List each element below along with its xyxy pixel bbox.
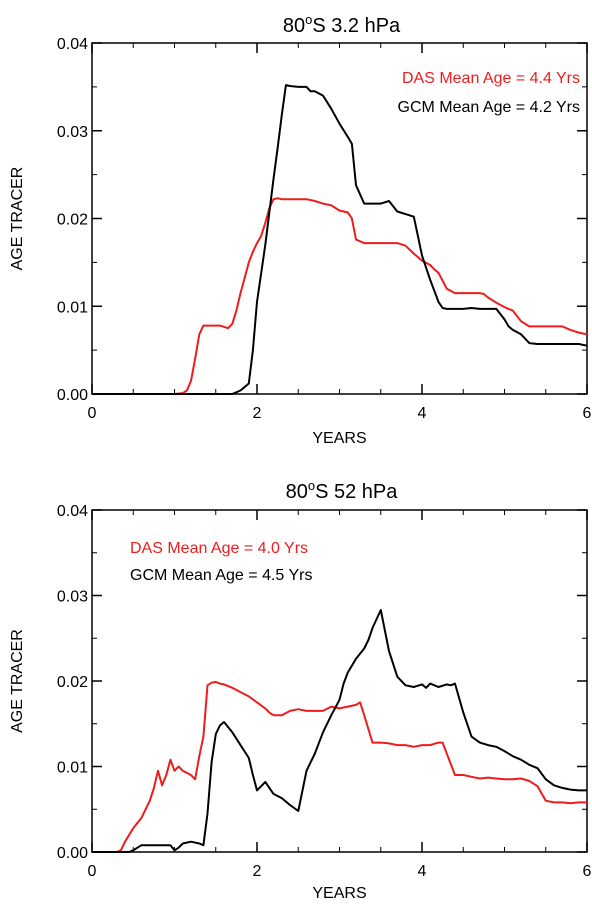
y-tick-label: 0.04 — [57, 503, 88, 520]
x-tick-label: 0 — [88, 405, 97, 422]
x-tick-label: 4 — [418, 863, 427, 880]
series-line-das — [92, 680, 587, 853]
legend-entry-das: DAS Mean Age = 4.4 Yrs — [402, 70, 580, 87]
y-tick-label: 0.00 — [57, 387, 88, 404]
y-tick-label: 0.03 — [57, 589, 88, 606]
plot-frame — [91, 509, 588, 853]
legend-entry-gcm: GCM Mean Age = 4.2 Yrs — [398, 99, 580, 116]
x-tick-label: 6 — [583, 405, 592, 422]
top-panel: 0 2 4 6 0.00 0.01 0.02 0.03 0.04 80oS 3.2 hPa YEAR… — [9, 12, 592, 447]
x-tick-label: 0 — [88, 863, 97, 880]
series-line-gcm — [92, 609, 587, 853]
bottom-panel: 0 2 4 6 0.00 0.01 0.02 0.03 0.04 80oS 52 hPa YEARS… — [9, 478, 592, 902]
x-tick-label: 2 — [253, 863, 262, 880]
y-axis-label: AGE TRACER — [9, 167, 26, 271]
legend-entry-das: DAS Mean Age = 4.0 Yrs — [130, 540, 308, 557]
x-tick-label: 2 — [253, 405, 262, 422]
y-tick-label: 0.04 — [57, 36, 88, 53]
y-tick-label: 0.01 — [57, 299, 88, 316]
x-axis-label: YEARS — [312, 430, 366, 447]
y-tick-label: 0.03 — [57, 124, 88, 141]
plot-frame — [91, 42, 588, 395]
chart-title: 80oS 3.2 hPa — [283, 12, 401, 37]
series-line-das — [92, 197, 588, 395]
y-tick-label: 0.00 — [57, 845, 88, 862]
y-tick-label: 0.02 — [57, 674, 88, 691]
x-axis-label: YEARS — [312, 885, 366, 902]
y-tick-label: 0.02 — [57, 212, 88, 229]
y-axis-label: AGE TRACER — [9, 629, 26, 733]
series-line-gcm — [92, 84, 588, 395]
x-tick-label: 6 — [583, 863, 592, 880]
chart-title: 80oS 52 hPa — [286, 478, 399, 503]
legend-entry-gcm: GCM Mean Age = 4.5 Yrs — [130, 567, 312, 584]
y-tick-label: 0.01 — [57, 760, 88, 777]
x-tick-label: 4 — [418, 405, 427, 422]
